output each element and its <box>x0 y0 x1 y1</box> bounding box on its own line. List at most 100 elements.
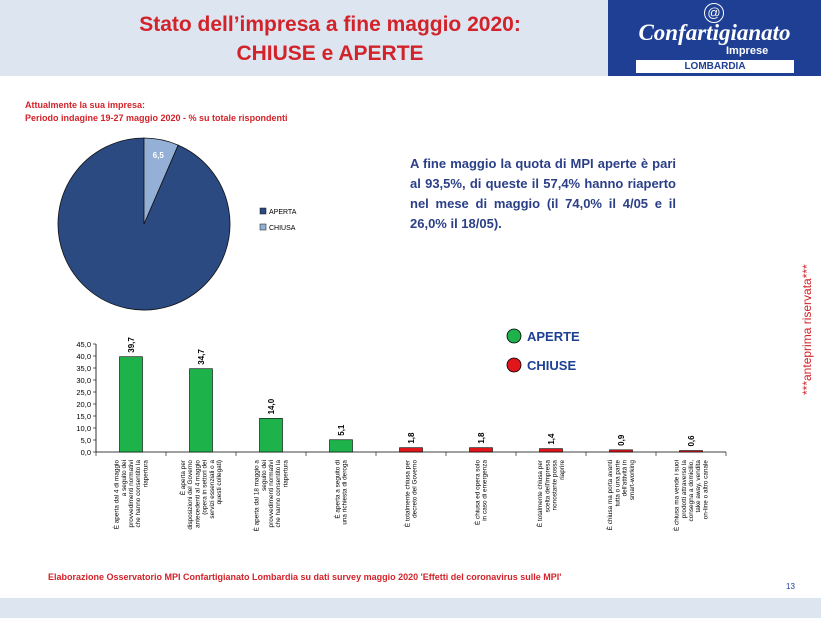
category-label-line: È aperta per <box>178 459 187 495</box>
category-label-line: È chiusa ed opera solo <box>472 460 481 525</box>
statement-text: A fine maggio la quota di MPI aperte è p… <box>410 156 676 231</box>
category-label-line: È chiusa ma vende i suoi <box>672 460 681 531</box>
y-tick-label: 25,0 <box>76 388 91 397</box>
category-label-line: antecedenti al 4 maggio <box>194 460 201 528</box>
category-label-line: consegna a domicilio, <box>688 460 695 522</box>
category-label: È chiusa ed opera soloin caso di emergen… <box>472 460 488 525</box>
bar-2 <box>189 368 213 453</box>
category-label-line: È totalmente chiusa per <box>402 459 411 527</box>
category-label-line: prodotti attraverso la <box>681 460 688 519</box>
bar-value-label: 14,0 <box>267 398 276 414</box>
bar-7 <box>539 448 563 453</box>
category-label: È totalmente chiusa perscelta dell'impre… <box>535 459 566 527</box>
legend-label-aperte: APERTE <box>527 329 580 344</box>
category-label-line: disposizioni del Governo <box>187 460 194 530</box>
y-tick-label: 35,0 <box>76 364 91 373</box>
bar-value-label: 34,7 <box>197 349 206 365</box>
pie-legend-label: CHIUSA <box>269 225 296 232</box>
bar-4 <box>329 439 353 453</box>
category-label-line: servizi essenziali o a <box>209 460 216 519</box>
y-tick-label: 45,0 <box>76 340 91 349</box>
bar-value-label: 5,1 <box>337 424 346 436</box>
category-label: È totalmente chiusa perdecreto del Gover… <box>402 459 418 527</box>
legend-marker-aperte <box>506 328 522 344</box>
category-label-line: È totalmente chiusa per <box>535 459 544 527</box>
logo-sub: Imprese <box>726 45 769 57</box>
legend-marker-chiuse <box>506 357 522 373</box>
pie-chart: 93,5 6,5 APERTA CHIUSA <box>57 137 297 320</box>
page-number: 13 <box>786 582 795 591</box>
y-tick-label: 30,0 <box>76 376 91 385</box>
category-label-line: riapertura <box>142 460 149 488</box>
bar-value-label: 0,9 <box>617 434 626 446</box>
category-label-line: riapertura <box>282 460 289 488</box>
subtitle-line-2: Periodo indagine 19-27 maggio 2020 - % s… <box>25 113 288 123</box>
bar-1 <box>119 356 143 453</box>
footer-note: Elaborazione Osservatorio MPI Confartigi… <box>48 572 562 582</box>
pie-legend-swatch <box>259 207 267 215</box>
category-label-line: È chiusa ma porta avanti <box>605 460 614 530</box>
pie-legend-swatch <box>259 223 267 231</box>
category-label-line: seguito dei <box>261 460 268 491</box>
category-label-line: scelta dell'impresa <box>544 460 551 513</box>
category-label-line: in caso di emergenza <box>482 460 489 521</box>
category-label: È aperta dal 18 maggio aseguito deiprovv… <box>252 460 290 532</box>
bar-value-label: 1,8 <box>407 432 416 444</box>
logo-name: Confartigianato <box>638 20 791 45</box>
footer-band <box>0 598 821 618</box>
legend-label-chiuse: CHIUSE <box>527 358 576 373</box>
at-sign-icon: @ <box>704 3 724 23</box>
category-label-line: decreto del Governo <box>412 460 419 518</box>
category-label-line: tutta o una parte <box>614 460 621 507</box>
bar-value-label: 1,8 <box>477 432 486 444</box>
bar-value-label: 0,6 <box>687 435 696 447</box>
category-label-line: questi collegati) <box>216 460 223 504</box>
category-label-line: (opera in settori dei <box>202 460 209 515</box>
bar-value-label: 1,4 <box>547 433 556 445</box>
pie-slice-chiusa <box>143 137 179 225</box>
category-label: È aperta perdisposizioni del Governoante… <box>178 459 223 530</box>
y-tick-label: 5,0 <box>81 436 91 445</box>
title-line-2: CHIUSE e APERTE <box>236 42 424 65</box>
category-label: È chiusa ma vende i suoiprodotti attrave… <box>672 460 710 531</box>
category-label-line: a seguito dei <box>121 460 128 496</box>
y-tick-label: 0,0 <box>81 448 91 457</box>
bar-9 <box>679 450 703 453</box>
y-tick-label: 20,0 <box>76 400 91 409</box>
category-label-line: provvedimenti normativi <box>128 460 135 527</box>
category-label-line: riaprire <box>559 460 566 480</box>
brand-logo: @ Confartigianato Imprese LOMBARDIA <box>608 0 821 76</box>
category-label-line: dell'attività in <box>622 460 629 497</box>
pie-legend-label: APERTA <box>269 209 297 216</box>
category-label-line: che hanno consentito la <box>135 460 142 528</box>
category-label-line: È aperta dal 4 di maggio <box>112 460 121 530</box>
y-tick-label: 15,0 <box>76 412 91 421</box>
bar-5 <box>399 447 423 453</box>
bar-value-label: 39,7 <box>127 337 136 353</box>
y-tick-label: 10,0 <box>76 424 91 433</box>
category-label-line: È aperta a seguito di <box>332 460 341 519</box>
pie-value-label: 6,5 <box>153 151 165 160</box>
bar-3 <box>259 418 283 453</box>
reserved-preview-note: ***anteprima riservata*** <box>800 264 814 395</box>
category-label-line: provvedimenti normativi <box>268 460 275 527</box>
category-label-line: nonostante possa <box>552 460 559 511</box>
category-label-line: che hanno consentito la <box>275 460 282 528</box>
page-title: Stato dell’impresa a fine maggio 2020: C… <box>60 10 600 68</box>
category-label-line: take away, vendita <box>695 460 702 513</box>
bar-chart: 0,0 5,0 10,0 15,0 20,0 25,0 30,0 35,0 40,0 45,0 3… <box>76 328 727 532</box>
category-label: È aperta dal 4 di maggioa seguito deipro… <box>112 460 150 530</box>
category-label: È chiusa ma porta avantitutta o una part… <box>605 460 636 531</box>
pie-value-label: 93,5 <box>155 311 171 320</box>
bar-8 <box>609 449 633 453</box>
category-label-line: una richiesta di deroga <box>342 460 349 525</box>
category-label: È aperta a seguito diuna richiesta di de… <box>332 460 348 525</box>
subtitle-line-1: Attualmente la sua impresa: <box>25 100 146 110</box>
category-label-line: È aperta dal 18 maggio a <box>252 460 261 532</box>
title-line-1: Stato dell’impresa a fine maggio 2020: <box>139 13 521 36</box>
bar-6 <box>469 447 493 453</box>
y-tick-label: 40,0 <box>76 352 91 361</box>
logo-region: LOMBARDIA <box>636 60 794 73</box>
category-label-line: smart-working <box>629 460 636 501</box>
category-label-line: on-line o altro canale <box>702 460 709 520</box>
